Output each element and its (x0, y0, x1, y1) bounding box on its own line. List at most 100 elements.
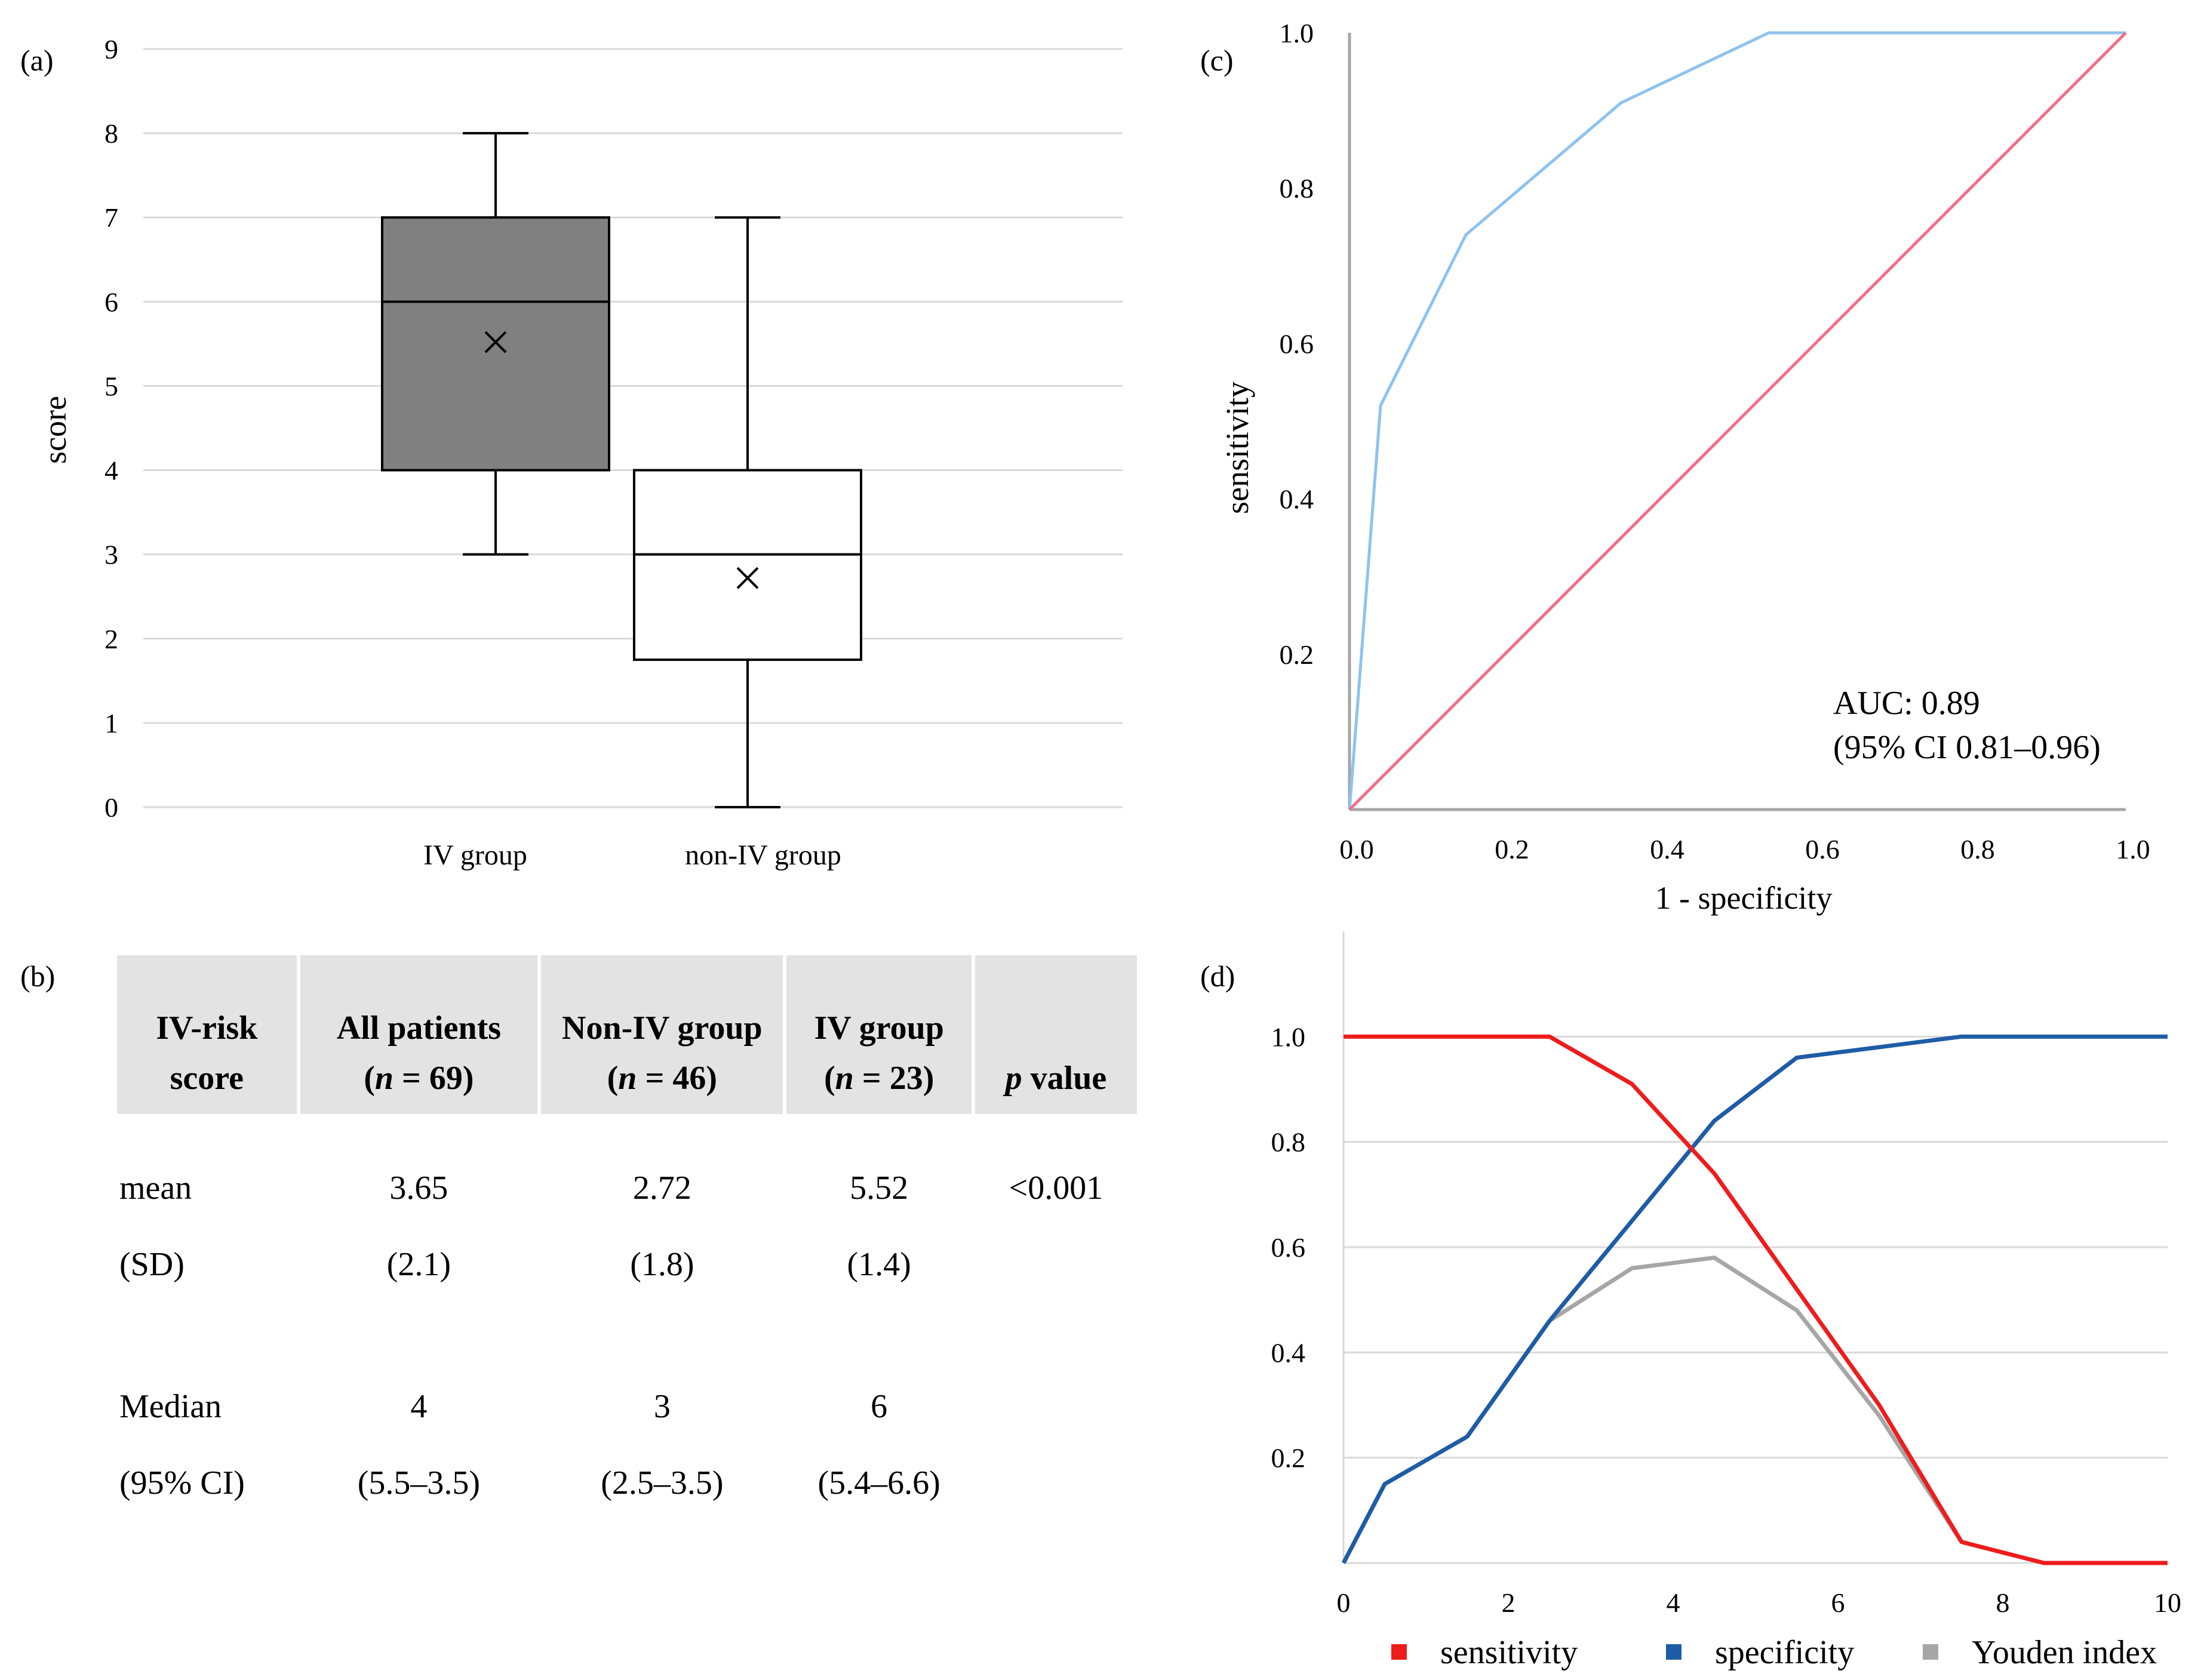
table-cell: (5.5–3.5) (357, 1464, 481, 1501)
a-y-tick-label: 0 (104, 792, 118, 823)
table-cell: 5.52 (850, 1170, 909, 1207)
c-x-tick-label: 0.4 (1650, 834, 1684, 864)
d-legend: sensitivity specificity Youden index (1391, 1634, 2157, 1671)
header-line: IV-risk (156, 1010, 258, 1047)
d-series-youden-index (1341, 1256, 1963, 1564)
boxplot-chart: 0 1 2 3 4 5 6 7 8 9 IV group non-IV group score (37, 34, 1123, 871)
table-cell: Median (119, 1388, 222, 1425)
a-y-tick-label: 6 (104, 287, 118, 317)
c-y-tick-label: 0.8 (1280, 173, 1314, 204)
table-cell: (5.4–6.6) (817, 1464, 940, 1501)
a-y-tick-label: 7 (104, 202, 118, 233)
header-p-value: p value (975, 955, 1137, 1114)
table-cell: 4 (410, 1388, 428, 1425)
header-line: All patients (336, 1010, 502, 1047)
paren: ( (607, 1060, 619, 1097)
a-boxes (381, 132, 862, 808)
d-legend-swatch (1391, 1644, 1407, 1660)
c-ci-annotation: (95% CI 0.81–0.96) (1833, 729, 2101, 766)
c-ticks: 0.0 0.2 0.4 0.6 0.8 1.0 0.2 0.4 0.6 0.8 1.0 (1280, 18, 2150, 864)
panel-label-a: (a) (20, 44, 54, 77)
d-legend-swatch (1666, 1644, 1682, 1660)
c-reference-line (1348, 32, 2127, 811)
header-line: score (170, 1060, 244, 1097)
d-x-tick-label: 4 (1667, 1587, 1680, 1618)
table-cell: (2.1) (386, 1246, 451, 1283)
c-y-axis-title: sensitivity (1219, 381, 1255, 514)
panel-label-d: (d) (1200, 959, 1235, 993)
italic-n: n (374, 1060, 394, 1097)
paren: ( (364, 1060, 375, 1097)
header-non-iv-group: Non-IV group (n = 46) (541, 955, 783, 1114)
c-y-tick-label: 1.0 (1280, 18, 1314, 48)
paren: ( (823, 1060, 835, 1097)
c-axes (1348, 33, 2126, 811)
header-line: Non-IV group (562, 1010, 763, 1047)
table-cell (975, 1368, 1137, 1445)
a-y-tick-label: 9 (104, 34, 118, 64)
table-spacer-row (117, 1303, 1137, 1368)
a-category-label: IV group (423, 839, 527, 871)
d-gridlines (1342, 931, 2168, 1564)
header-n: (n = 46) (546, 1053, 778, 1103)
a-y-tick-label: 3 (104, 540, 118, 570)
italic-p: p (1005, 1060, 1022, 1097)
italic-n: n (835, 1060, 854, 1097)
d-series-sensitivity (1344, 1034, 2168, 1565)
a-category-labels: IV group non-IV group (423, 839, 841, 871)
d-x-tick-label: 6 (1831, 1587, 1845, 1618)
d-legend-label: specificity (1715, 1634, 1854, 1671)
d-x-tick-label: 2 (1502, 1587, 1516, 1618)
table-row: (SD) (2.1) (1.8) (1.4) (117, 1226, 1137, 1303)
c-x-tick-label: 0.6 (1805, 834, 1840, 864)
table-row: mean 3.65 2.72 5.52 <0.001 (117, 1114, 1137, 1226)
table-cell: 6 (871, 1388, 888, 1425)
c-y-tick-label: 0.2 (1280, 639, 1314, 670)
header-iv-group: IV group (n = 23) (786, 955, 972, 1114)
panel-label-c: (c) (1200, 44, 1234, 77)
a-y-tick-label: 4 (104, 456, 118, 486)
header-iv-risk-score: IV-risk score (117, 955, 297, 1114)
c-x-tick-label: 1.0 (2116, 834, 2150, 864)
c-x-axis-title: 1 - specificity (1655, 880, 1833, 916)
a-box (381, 216, 610, 472)
c-x-tick-label: 0.2 (1495, 834, 1529, 864)
table-cell: <0.001 (1009, 1170, 1103, 1207)
a-y-tick-label: 5 (104, 371, 118, 401)
a-mean-stroke (736, 567, 759, 589)
a-y-ticks: 0 1 2 3 4 5 6 7 8 9 (104, 34, 118, 823)
d-y-tick-label: 0.4 (1271, 1337, 1306, 1368)
table-cell (975, 1226, 1137, 1303)
d-y-tick-label: 0.8 (1271, 1127, 1306, 1158)
c-y-tick-label: 0.6 (1280, 328, 1314, 359)
d-y-tick-label: 0.2 (1271, 1443, 1306, 1473)
a-gridlines (143, 48, 1123, 808)
panel-label-b: (b) (20, 959, 55, 993)
c-roc-curve (1348, 31, 2126, 810)
table-cell: 2.72 (632, 1170, 691, 1207)
spacer-cell (117, 1303, 1137, 1368)
d-series (1341, 1034, 2168, 1565)
italic-n: n (618, 1060, 637, 1097)
c-x-tick-label: 0.8 (1960, 834, 1995, 864)
c-x-tick-label: 0.0 (1339, 834, 1374, 864)
cutoff-chart: 0.2 0.4 0.6 0.8 1.0 0 2 4 6 8 10 sensitivity specif… (1271, 931, 2181, 1671)
d-legend-label: Youden index (1972, 1634, 2157, 1671)
a-mean-stroke (484, 331, 507, 353)
n-value: = 69) (394, 1060, 474, 1097)
table-row: (95% CI) (5.5–3.5) (2.5–3.5) (5.4–6.6) (117, 1445, 1137, 1521)
d-x-tick-label: 8 (1996, 1587, 2010, 1618)
table-cell: (SD) (119, 1246, 185, 1283)
table-row: Median 4 3 6 (117, 1368, 1137, 1445)
a-mean-marker (484, 331, 507, 353)
d-legend-label: sensitivity (1440, 1634, 1578, 1671)
c-y-tick-label: 0.4 (1280, 484, 1314, 515)
a-y-tick-label: 2 (104, 624, 118, 654)
a-y-axis-title: score (37, 396, 73, 464)
table-cell: (1.4) (847, 1246, 911, 1283)
c-series (1348, 31, 2127, 811)
table-cell: 3.65 (389, 1170, 448, 1207)
d-series-specificity (1341, 1034, 2168, 1564)
table-cell (975, 1445, 1137, 1521)
